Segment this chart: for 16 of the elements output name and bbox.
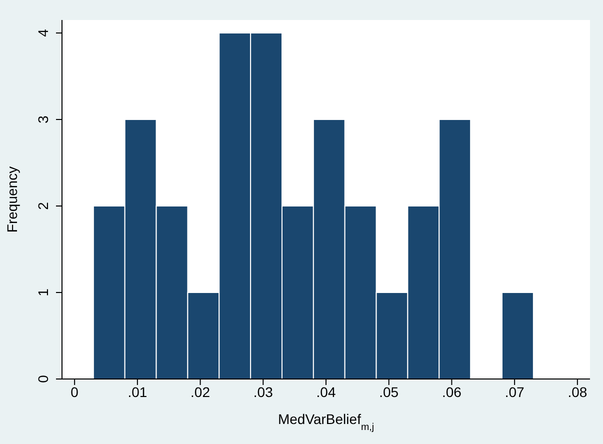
x-tick-label: .08 <box>568 384 588 400</box>
y-tick-label: 4 <box>35 28 51 37</box>
x-tick-label: .07 <box>504 384 525 400</box>
y-tick-label: 0 <box>35 374 51 383</box>
y-tick-label: 2 <box>35 202 51 210</box>
x-tick-label: 0 <box>70 384 79 400</box>
y-axis-title: Frequency <box>4 166 20 233</box>
y-tick-label: 3 <box>35 115 51 124</box>
x-axis-title: MedVarBelief$_{m,j}$ <box>278 411 374 432</box>
x-tick-label: .01 <box>128 384 148 400</box>
x-tick-label: .05 <box>379 384 399 400</box>
x-tick-label: .02 <box>190 384 210 400</box>
y-tick-label: 1 <box>35 288 51 296</box>
x-tick-label: .06 <box>442 384 462 400</box>
x-tick-label: .03 <box>253 384 274 400</box>
x-tick-label: .04 <box>316 384 336 400</box>
